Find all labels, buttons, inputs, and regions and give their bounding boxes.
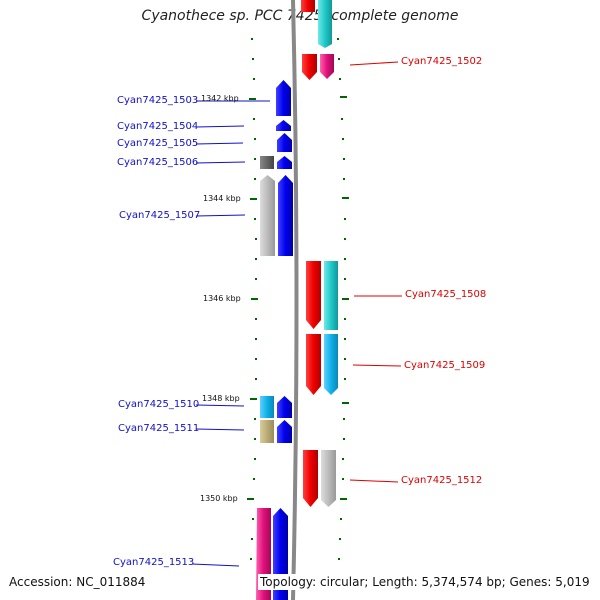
gene-label-1507[interactable]: Cyan7425_1507 bbox=[119, 210, 201, 221]
gene-label-1512[interactable]: Cyan7425_1512 bbox=[401, 475, 483, 486]
block-1510-lightblue bbox=[260, 396, 274, 418]
gene-label-1505[interactable]: Cyan7425_1505 bbox=[117, 138, 199, 149]
topology-text: Topology: circular; Length: 5,374,574 bp… bbox=[258, 574, 592, 590]
gene-label-1503[interactable]: Cyan7425_1503 bbox=[117, 95, 199, 106]
kbp-label-1342: 1342 kbp bbox=[201, 94, 239, 103]
gene-1506-blue[interactable] bbox=[277, 156, 292, 169]
left-tick-track bbox=[247, 38, 258, 560]
gene-label-1508[interactable]: Cyan7425_1508 bbox=[405, 289, 487, 300]
block-1512-gray bbox=[321, 450, 336, 507]
map-title: Cyanothece sp. PCC 7425, complete genome bbox=[141, 8, 459, 24]
gene-1509-red[interactable] bbox=[306, 334, 321, 395]
gene-1503-blue[interactable] bbox=[276, 80, 291, 116]
block-1507-gray bbox=[260, 175, 275, 256]
gene-label-1506[interactable]: Cyan7425_1506 bbox=[117, 157, 199, 168]
block-1511-khaki bbox=[260, 420, 274, 443]
block-1508-cyan bbox=[324, 261, 338, 330]
gene-1511-blue[interactable] bbox=[277, 420, 292, 443]
gene-label-1502[interactable]: Cyan7425_1502 bbox=[401, 56, 483, 67]
gene-1504-blue[interactable] bbox=[276, 120, 291, 131]
left-strand-genes bbox=[273, 80, 293, 600]
kbp-label-1344: 1344 kbp bbox=[203, 194, 241, 203]
block-1509-lightblue bbox=[324, 334, 338, 395]
right-tick-track bbox=[337, 38, 349, 560]
gene-1501-red[interactable] bbox=[301, 0, 315, 12]
right-strand-genes bbox=[301, 0, 321, 507]
left-leader-lines bbox=[191, 100, 270, 567]
block-1506-darkgray bbox=[260, 156, 274, 169]
gene-label-1513[interactable]: Cyan7425_1513 bbox=[113, 557, 195, 568]
gene-1502-red[interactable] bbox=[302, 54, 317, 80]
left-class-blocks bbox=[256, 156, 275, 600]
right-class-blocks bbox=[318, 0, 338, 507]
gene-1507-blue[interactable] bbox=[278, 175, 293, 256]
gene-label-1509[interactable]: Cyan7425_1509 bbox=[404, 360, 486, 371]
genome-backbone bbox=[291, 0, 299, 600]
gene-1508-red[interactable] bbox=[306, 261, 321, 329]
gene-1510-blue[interactable] bbox=[277, 396, 292, 418]
block-1502-magenta bbox=[320, 54, 334, 79]
block-1501-cyan bbox=[318, 0, 332, 48]
gene-label-1504[interactable]: Cyan7425_1504 bbox=[117, 121, 199, 132]
kbp-label-1346: 1346 kbp bbox=[203, 294, 241, 303]
gene-label-1510[interactable]: Cyan7425_1510 bbox=[118, 399, 200, 410]
accession-text: Accession: NC_011884 bbox=[7, 574, 148, 590]
kbp-label-1350: 1350 kbp bbox=[200, 494, 238, 503]
right-leader-lines bbox=[349, 61, 402, 483]
gene-label-1511[interactable]: Cyan7425_1511 bbox=[118, 423, 200, 434]
gene-1505-blue[interactable] bbox=[277, 133, 292, 152]
gene-1512-red[interactable] bbox=[303, 450, 318, 507]
kbp-label-1348: 1348 kbp bbox=[202, 394, 240, 403]
